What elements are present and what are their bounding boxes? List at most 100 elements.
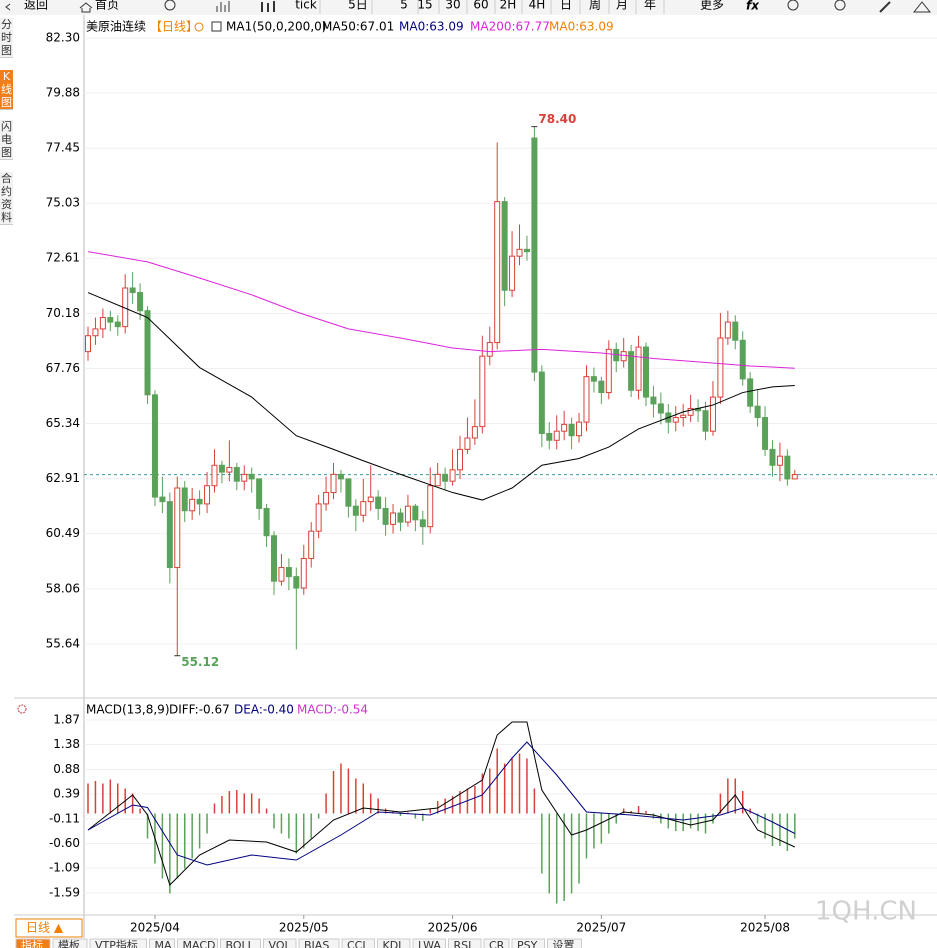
bottom-tab[interactable]: VTP指标 [95,938,138,948]
y-tick-label: 58.06 [46,581,80,595]
candle-body [367,496,374,503]
bottom-tab[interactable]: PSY [517,939,538,948]
bottom-tab-box[interactable] [52,938,88,948]
legend-entry: DEA:-0.40 [234,703,294,717]
candle-body [546,432,553,441]
zoom-out-icon[interactable] [787,0,799,11]
candle-body [791,474,798,480]
candle-body [687,407,694,416]
bar-icon[interactable] [216,1,230,12]
pen-icon[interactable] [879,1,891,13]
settings-icon[interactable] [194,22,204,32]
y-tick-label: 72.61 [46,251,80,265]
bottom-tab[interactable]: BIAS [304,939,329,948]
bottom-tab[interactable]: MACD [183,939,216,948]
candle-body [747,378,754,407]
period-tab[interactable]: 日 [560,0,572,12]
period-tab[interactable]: 60 [473,0,488,12]
bottom-tab-box[interactable] [263,938,297,948]
bottom-tab-box[interactable] [89,938,147,948]
home-button[interactable]: 首页 [95,0,119,12]
fx-icon[interactable]: fx [746,0,760,13]
period-tab[interactable]: 30 [445,0,460,12]
bottom-tab-box[interactable] [377,938,411,948]
ma-toggle-icon[interactable] [211,21,222,32]
candle-body [397,512,404,523]
candle-body [285,567,292,578]
y-tick-label: 62.91 [46,471,80,485]
bottom-tab-box[interactable] [15,938,51,948]
period-button-box[interactable] [15,918,83,938]
period-tab[interactable]: 4H [529,0,546,12]
refresh-icon[interactable] [164,0,176,11]
back-button[interactable]: 返回 [24,0,48,12]
indicator-line [87,251,795,369]
period-tab[interactable]: 15 [417,0,432,12]
bottom-tab[interactable]: LWA [418,939,441,948]
more-button[interactable]: 更多 [700,0,724,12]
candle-body [717,337,724,398]
bottom-tab[interactable]: KDJ [383,939,402,948]
bottom-tab-box[interactable] [298,938,340,948]
bottom-tab[interactable]: 模板 [58,938,80,948]
bottom-tab[interactable]: RSI [454,939,472,948]
zoom-in-icon[interactable] [834,0,846,11]
period-tab[interactable]: 5日 [348,0,368,12]
candle-body [404,505,411,523]
candle-body [300,557,307,589]
candle-body [375,496,382,509]
candle-body [724,321,731,339]
period-tab[interactable]: tick [295,0,317,12]
candle-body [181,487,188,512]
sidebar-tab[interactable]: K线图 [0,70,13,110]
bottom-tab[interactable]: VOL [269,939,292,948]
candle-body [278,567,285,582]
candle-body [776,455,783,466]
candle-body [218,464,225,473]
bottom-tab[interactable]: BOLL [226,939,255,948]
bottom-tab[interactable]: MA [155,939,172,948]
bottom-tab[interactable]: CCI [347,939,366,948]
bottom-tab-box[interactable] [341,938,375,948]
candle-body [151,394,158,498]
back-icon [5,3,11,11]
candle-icon[interactable] [261,1,275,12]
indicator-icon[interactable] [17,704,27,714]
candle-body [576,421,583,437]
candle-body [471,426,478,439]
sidebar-tab[interactable]: 分时图 [0,18,13,58]
candle-body [323,492,330,505]
bottom-tab-box[interactable] [149,938,175,948]
period-tab[interactable]: 5 [400,0,408,12]
candle-body [762,417,769,450]
candle-body [204,485,211,505]
bottom-tab-box[interactable] [511,938,545,948]
candle-body [598,380,605,394]
candle-body [330,473,337,494]
x-tick-label: 2025/05 [279,921,329,935]
bottom-tab-box[interactable] [412,938,446,948]
bottom-tab-box[interactable] [547,938,582,948]
bottom-tab[interactable]: 设置 [553,939,575,948]
period-tab[interactable]: 周 [589,0,601,12]
y-tick-label: 0.39 [53,787,80,801]
sidebar-tab[interactable]: 合约资料 [0,172,13,225]
bottom-tab[interactable]: CR [489,939,505,948]
bottom-tab-box[interactable] [483,938,510,948]
sidebar-tab[interactable]: 闪电图 [0,120,13,160]
period-button[interactable]: 日线 ▲ [26,921,64,935]
triangle-icon[interactable] [912,1,932,13]
legend-entry: MA200:67.77 [470,20,550,34]
watermark: 1QH.CN [815,897,917,927]
bottom-tab-box[interactable] [177,938,218,948]
candle-body [486,342,493,357]
period-tab[interactable]: 月 [616,0,628,12]
y-tick-label: 67.76 [46,361,80,375]
period-tab[interactable]: 2H [500,0,517,12]
bottom-tab[interactable]: 指标 [21,938,43,948]
candle-body [315,503,322,532]
bottom-tab-box[interactable] [448,938,482,948]
bottom-tab-box[interactable] [220,938,261,948]
period-tab[interactable]: 年 [644,0,656,12]
